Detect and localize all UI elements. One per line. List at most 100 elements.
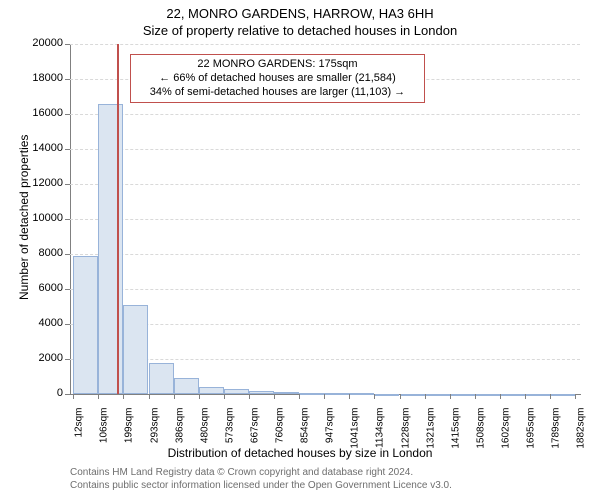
xtick-mark xyxy=(500,394,501,399)
xtick-label: 1134sqm xyxy=(375,408,386,458)
xtick-mark xyxy=(274,394,275,399)
ytick-mark xyxy=(65,254,70,255)
histogram-bar xyxy=(400,394,425,396)
xtick-label: 480sqm xyxy=(199,408,210,458)
xtick-label: 1695sqm xyxy=(525,408,536,458)
chart-root: 22, MONRO GARDENS, HARROW, HA3 6HH Size … xyxy=(0,0,600,500)
footer-line-1: Contains HM Land Registry data © Crown c… xyxy=(70,467,452,480)
xtick-label: 199sqm xyxy=(124,408,135,458)
ytick-mark xyxy=(65,44,70,45)
histogram-bar xyxy=(98,104,123,395)
xtick-mark xyxy=(249,394,250,399)
xtick-mark xyxy=(98,394,99,399)
histogram-bar xyxy=(274,392,299,394)
histogram-bar xyxy=(450,394,475,396)
histogram-bar xyxy=(224,389,249,394)
xtick-mark xyxy=(224,394,225,399)
xtick-label: 854sqm xyxy=(300,408,311,458)
xtick-mark xyxy=(299,394,300,399)
xtick-mark xyxy=(525,394,526,399)
histogram-bar xyxy=(174,378,199,394)
xtick-label: 1508sqm xyxy=(475,408,486,458)
ytick-label: 0 xyxy=(25,387,63,399)
gridline xyxy=(70,149,580,150)
ytick-label: 2000 xyxy=(25,352,63,364)
annotation-box: 22 MONRO GARDENS: 175sqm ← 66% of detach… xyxy=(130,54,425,103)
histogram-bar xyxy=(550,394,575,396)
xtick-label: 760sqm xyxy=(275,408,286,458)
histogram-bar xyxy=(374,394,399,396)
subject-marker-line xyxy=(117,44,119,394)
gridline xyxy=(70,184,580,185)
xtick-label: 12sqm xyxy=(74,408,85,458)
xtick-label: 1321sqm xyxy=(425,408,436,458)
xtick-mark xyxy=(123,394,124,399)
xtick-mark xyxy=(73,394,74,399)
annotation-line-1: 22 MONRO GARDENS: 175sqm xyxy=(137,58,418,72)
histogram-bar xyxy=(475,394,500,396)
histogram-bar xyxy=(500,394,525,396)
ytick-mark xyxy=(65,324,70,325)
ytick-mark xyxy=(65,114,70,115)
xtick-label: 386sqm xyxy=(174,408,185,458)
histogram-bar xyxy=(299,393,324,395)
ytick-label: 20000 xyxy=(25,37,63,49)
xtick-label: 1415sqm xyxy=(450,408,461,458)
xtick-mark xyxy=(149,394,150,399)
xtick-label: 293sqm xyxy=(149,408,160,458)
histogram-bar xyxy=(249,391,274,394)
xtick-label: 1602sqm xyxy=(501,408,512,458)
histogram-bar xyxy=(349,393,374,395)
xtick-mark xyxy=(475,394,476,399)
ytick-mark xyxy=(65,359,70,360)
xtick-mark xyxy=(174,394,175,399)
xtick-mark xyxy=(450,394,451,399)
xtick-mark xyxy=(400,394,401,399)
ytick-mark xyxy=(65,219,70,220)
ytick-mark xyxy=(65,394,70,395)
ytick-label: 14000 xyxy=(25,142,63,154)
histogram-bar xyxy=(199,387,224,394)
chart-title-line2: Size of property relative to detached ho… xyxy=(0,23,600,38)
histogram-bar xyxy=(123,305,148,394)
xtick-mark xyxy=(199,394,200,399)
xtick-label: 1882sqm xyxy=(576,408,587,458)
ytick-label: 10000 xyxy=(25,212,63,224)
xtick-label: 667sqm xyxy=(250,408,261,458)
ytick-label: 8000 xyxy=(25,247,63,259)
ytick-label: 16000 xyxy=(25,107,63,119)
xtick-mark xyxy=(550,394,551,399)
gridline xyxy=(70,289,580,290)
gridline xyxy=(70,44,580,45)
xtick-mark xyxy=(374,394,375,399)
ytick-label: 18000 xyxy=(25,72,63,84)
ytick-mark xyxy=(65,184,70,185)
histogram-bar xyxy=(149,363,174,395)
histogram-bar xyxy=(425,394,450,396)
gridline xyxy=(70,254,580,255)
ytick-mark xyxy=(65,79,70,80)
histogram-bar xyxy=(73,256,98,394)
ytick-mark xyxy=(65,149,70,150)
ytick-label: 6000 xyxy=(25,282,63,294)
xtick-label: 1228sqm xyxy=(400,408,411,458)
chart-title-line1: 22, MONRO GARDENS, HARROW, HA3 6HH xyxy=(0,6,600,21)
gridline xyxy=(70,219,580,220)
xtick-label: 573sqm xyxy=(224,408,235,458)
ytick-label: 12000 xyxy=(25,177,63,189)
histogram-bar xyxy=(324,393,349,395)
ytick-mark xyxy=(65,289,70,290)
xtick-label: 947sqm xyxy=(325,408,336,458)
histogram-bar xyxy=(525,394,550,396)
annotation-line-2: ← 66% of detached houses are smaller (21… xyxy=(137,72,418,86)
xtick-label: 106sqm xyxy=(99,408,110,458)
xtick-label: 1041sqm xyxy=(350,408,361,458)
xtick-mark xyxy=(425,394,426,399)
footer-line-2: Contains public sector information licen… xyxy=(70,480,452,493)
annotation-line-3: 34% of semi-detached houses are larger (… xyxy=(137,86,418,100)
xtick-mark xyxy=(349,394,350,399)
footer-attribution: Contains HM Land Registry data © Crown c… xyxy=(70,467,452,492)
gridline xyxy=(70,114,580,115)
xtick-mark xyxy=(324,394,325,399)
xtick-label: 1789sqm xyxy=(551,408,562,458)
